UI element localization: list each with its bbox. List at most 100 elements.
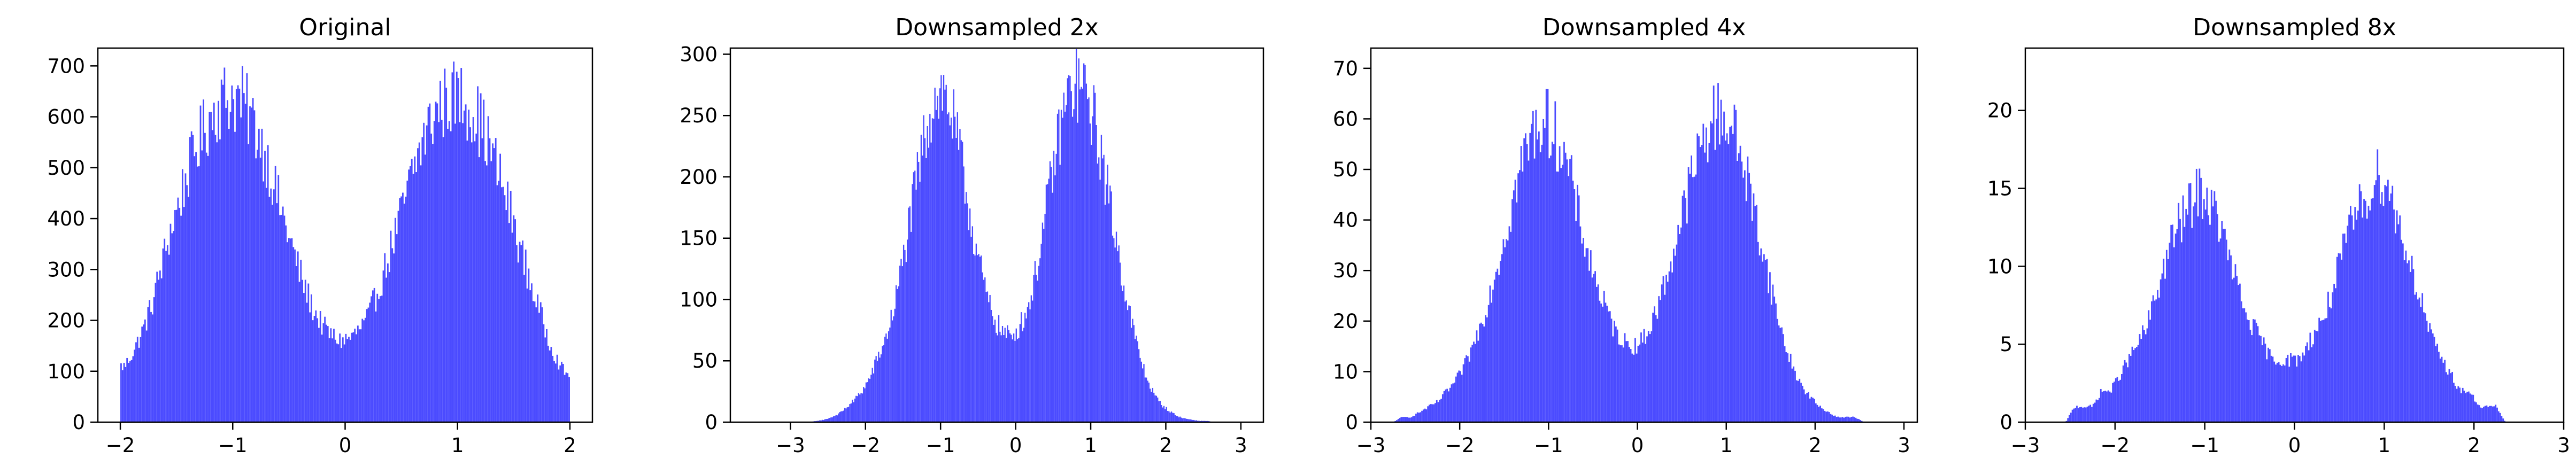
histogram-bar xyxy=(1759,255,1761,422)
histogram-bar xyxy=(2104,391,2107,422)
histogram-bar xyxy=(2501,416,2503,422)
histogram-bar xyxy=(1585,248,1587,422)
y-tick-label: 60 xyxy=(1333,107,1358,130)
histogram-bar xyxy=(840,411,842,422)
histogram-bar xyxy=(1572,181,1574,422)
histogram-bar xyxy=(207,156,209,422)
histogram-bar xyxy=(1745,201,1747,422)
histogram-bar xyxy=(214,135,217,422)
histogram-bar xyxy=(2246,319,2248,422)
histogram-bar xyxy=(526,288,528,422)
histogram-bar xyxy=(2070,413,2072,422)
histogram-bar xyxy=(1004,328,1006,422)
histogram-bar xyxy=(1476,330,1478,422)
histogram-bar xyxy=(539,302,542,422)
histogram-bar xyxy=(906,239,908,422)
histogram-bar xyxy=(1083,63,1085,423)
histogram-bar xyxy=(1754,206,1756,422)
subplot-title: Downsampled 4x xyxy=(1542,14,1746,41)
histogram-bar xyxy=(2372,198,2374,422)
histogram-bar xyxy=(1079,89,1081,422)
histogram-bar xyxy=(2085,407,2087,422)
histogram-bar xyxy=(1085,83,1088,422)
histogram-bar xyxy=(885,333,887,422)
histogram-bar xyxy=(2278,362,2280,422)
histogram-bar xyxy=(287,242,288,422)
histogram-bar xyxy=(930,142,932,422)
histogram-bar xyxy=(1775,303,1777,422)
histogram-bar xyxy=(916,152,919,422)
histogram-bar xyxy=(1696,133,1699,423)
histogram-bar xyxy=(1150,388,1151,422)
histogram-bar xyxy=(2504,421,2505,422)
histogram-bar xyxy=(192,135,194,422)
histogram-bar xyxy=(888,331,890,422)
histogram-bar xyxy=(2492,406,2494,422)
histogram-bar xyxy=(1683,190,1685,422)
histogram-bar xyxy=(1655,315,1657,422)
histogram-bar xyxy=(1507,240,1509,422)
histogram-bar xyxy=(480,93,482,422)
histogram-bar xyxy=(1416,412,1418,422)
y-tick-label: 300 xyxy=(680,43,718,66)
histogram-bar xyxy=(946,114,948,422)
histogram-bar xyxy=(855,395,857,422)
histogram-bar xyxy=(1574,189,1576,422)
histogram-bar xyxy=(219,139,221,423)
histogram-bar xyxy=(1451,384,1453,422)
histogram-bar xyxy=(2228,249,2231,422)
histogram-bar xyxy=(1660,300,1661,422)
histogram-bar xyxy=(132,356,134,422)
histogram-bar xyxy=(2264,344,2266,422)
histogram-bar xyxy=(1134,339,1136,422)
histogram-bar xyxy=(302,279,304,422)
histogram-bar xyxy=(1750,183,1752,422)
histogram-bar xyxy=(986,291,989,422)
histogram-bar xyxy=(2381,192,2383,422)
histogram-bar xyxy=(2350,206,2351,422)
histogram-bar xyxy=(1067,78,1068,422)
histogram-bars xyxy=(809,49,1215,423)
histogram-bar xyxy=(237,85,239,422)
histogram-bar xyxy=(2122,365,2124,422)
histogram-bar xyxy=(1794,370,1796,422)
histogram-bar xyxy=(1182,418,1184,422)
histogram-bar xyxy=(273,189,275,422)
histogram-bar xyxy=(1087,99,1089,422)
histogram-bar xyxy=(2155,299,2157,422)
histogram-bar xyxy=(1424,408,1426,422)
histogram-bar xyxy=(1032,300,1034,422)
histogram-bar xyxy=(395,217,396,422)
histogram-bar xyxy=(1003,335,1005,422)
histogram-bar xyxy=(2135,347,2138,422)
histogram-bar xyxy=(2358,184,2361,422)
histogram-bar xyxy=(1099,180,1101,422)
histogram-bar xyxy=(1187,419,1189,422)
histogram-bar xyxy=(1197,421,1199,422)
histogram-bar xyxy=(1747,156,1749,422)
histogram-bar xyxy=(164,238,166,422)
histogram-bar xyxy=(2330,308,2332,422)
histogram-bar xyxy=(1397,419,1399,422)
histogram-bar xyxy=(1753,193,1755,422)
histogram-bar xyxy=(2336,257,2338,422)
histogram-bar xyxy=(934,88,936,422)
histogram-bar xyxy=(1847,416,1849,422)
histogram-bar xyxy=(2179,219,2181,422)
histogram-bar xyxy=(2199,168,2201,422)
histogram-bar xyxy=(402,192,404,422)
histogram-bar xyxy=(130,360,133,422)
histogram-bar xyxy=(321,335,323,422)
histogram-bar xyxy=(1686,223,1688,422)
histogram-bar xyxy=(1495,271,1497,422)
histogram-bar xyxy=(2326,318,2328,422)
histogram-bar xyxy=(263,181,265,422)
histogram-bar xyxy=(853,402,854,422)
histogram-bar xyxy=(1119,262,1121,422)
histogram-bar xyxy=(138,347,140,422)
histogram-bar xyxy=(1077,122,1078,423)
histogram-bar xyxy=(868,378,869,422)
histogram-bar xyxy=(1104,205,1106,422)
histogram-bar xyxy=(304,279,306,422)
histogram-bar xyxy=(2213,191,2216,422)
